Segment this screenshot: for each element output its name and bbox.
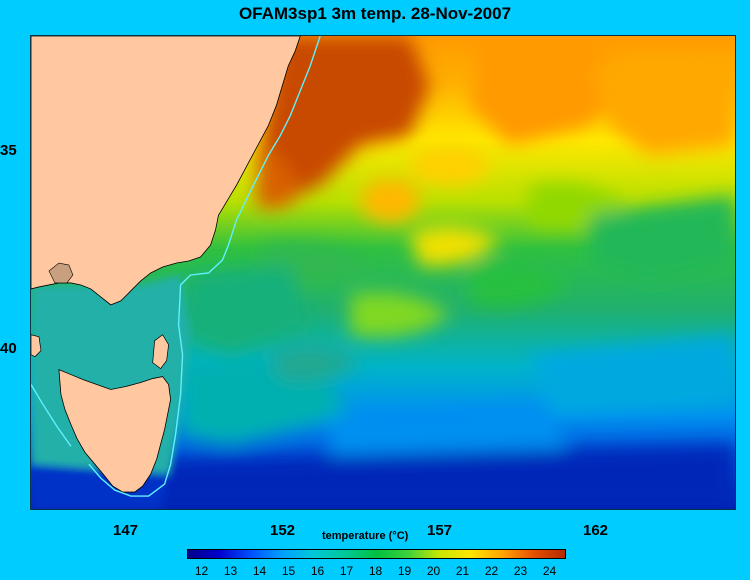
colorbar-tick-label: 19: [397, 564, 412, 578]
port-phillip-bay: [48, 262, 74, 284]
flinders-island: [152, 334, 169, 370]
colorbar-tick-label: 15: [281, 564, 296, 578]
x-tick-label: 162: [583, 522, 609, 539]
mainland-australia: [31, 36, 301, 306]
y-tick-label: 35: [0, 142, 17, 159]
x-tick-label: 152: [270, 522, 296, 539]
colorbar-tick-label: 14: [252, 564, 267, 578]
tasmania: [58, 368, 172, 493]
colorbar-tick-label: 20: [426, 564, 441, 578]
temperature-features: [31, 36, 735, 509]
colorbar-title: temperature (°C): [322, 530, 409, 542]
colorbar-tick-label: 13: [223, 564, 238, 578]
colorbar: [187, 549, 566, 559]
x-tick-label: 157: [427, 522, 453, 539]
colorbar-tick-label: 22: [484, 564, 499, 578]
map-title: OFAM3sp1 3m temp. 28-Nov-2007: [238, 4, 512, 23]
temperature-map: [30, 35, 736, 510]
colorbar-tick-label: 21: [455, 564, 470, 578]
colorbar-tick-label: 18: [368, 564, 383, 578]
x-tick-label: 147: [113, 522, 139, 539]
colorbar-tick-label: 23: [513, 564, 528, 578]
colorbar-tick-label: 17: [339, 564, 354, 578]
king-island: [31, 334, 42, 358]
colorbar-tick-label: 12: [194, 564, 209, 578]
y-tick-label: 40: [0, 340, 17, 357]
colorbar-tick-label: 16: [310, 564, 325, 578]
colorbar-tick-label: 24: [542, 564, 557, 578]
shelf-contour: [31, 36, 321, 497]
